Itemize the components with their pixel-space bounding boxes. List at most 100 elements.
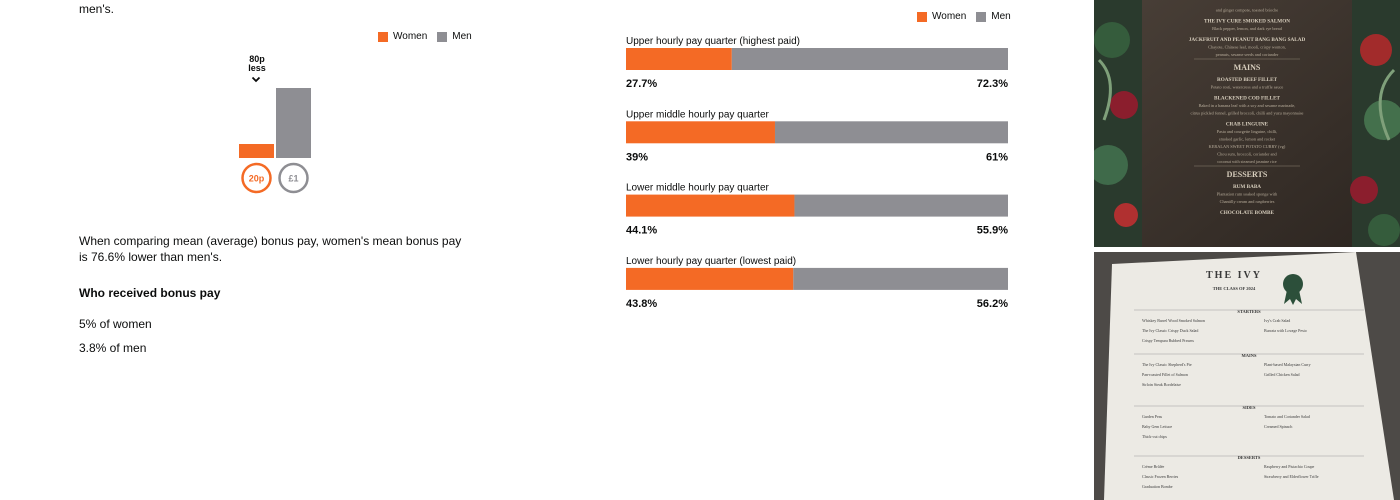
menu-line: JACKFRUIT AND PEANUT BANG BANG SALAD — [1189, 37, 1306, 43]
pay-value-circle — [278, 162, 309, 194]
menu-line: CRAB LINGUINE — [1226, 122, 1269, 128]
menu-line: smoked garlic, lemon and rocket — [1219, 137, 1276, 143]
chevron-down-icon — [251, 76, 261, 83]
pay-value-label: 20p — [249, 174, 265, 184]
floral-decoration-right — [1350, 0, 1400, 247]
menu-line: ROASTED BEEF FILLET — [1217, 77, 1278, 83]
pay-quarter-row: Upper hourly pay quarter (highest paid) 2… — [626, 36, 1008, 90]
women-share-label: 43.8% — [626, 298, 657, 310]
menu-section-heading: SIDES — [1242, 405, 1256, 410]
menu-item: Grilled Chicken Salad — [1264, 372, 1300, 377]
menu-line: Potato rosti, watercress and a truffle s… — [1211, 85, 1284, 91]
menu-item: Classic Frozen Berries — [1142, 474, 1179, 479]
rosette-icon — [1283, 274, 1303, 305]
ivy-menu-subtitle: THE CLASS OF 2024 — [1213, 286, 1256, 291]
menu-line: Chantilly cream and raspberries — [1220, 199, 1275, 204]
menu-item: Pan-roasted Fillet of Salmon — [1142, 372, 1188, 377]
pay-quarters-chart: Upper hourly pay quarter (highest paid) 2… — [626, 36, 1008, 310]
legend-women-swatch — [917, 11, 927, 22]
pay-gap-text-tail: men's. — [79, 2, 114, 16]
menu-item: Garden Peas — [1142, 414, 1163, 419]
menu-line: Plantation rum soaked sponge with — [1217, 192, 1278, 197]
women-share-label: 39% — [626, 151, 648, 163]
menu-item: The Ivy Classic Crispy Duck Salad — [1142, 328, 1198, 333]
men-share-label: 55.9% — [977, 225, 1008, 237]
menu-line: Black pepper, lemon, and dark rye bread — [1212, 26, 1283, 32]
menu-item: Whiskey Barrel Wood Smoked Salmon — [1142, 318, 1205, 323]
menu-line: Chayote, Chinese leaf, mooli, crispy won… — [1208, 45, 1286, 51]
legend-men-label: Men — [452, 31, 472, 42]
bonus-heading: Who received bonus pay — [79, 286, 221, 300]
pay-value-circle — [241, 162, 272, 194]
pay-quarter-row: Lower hourly pay quarter (lowest paid) 43… — [626, 256, 1008, 310]
menu-item: Strawberry and Elderflower Trifle — [1264, 474, 1319, 479]
menu-item: The Ivy Classic Shepherd's Pie — [1142, 362, 1192, 367]
women-share-label: 44.1% — [626, 225, 657, 237]
menu-item: Creamed Spinach — [1264, 424, 1292, 429]
menu-section-heading: DESSERTS — [1227, 170, 1268, 179]
menu-item: Burrata with Lovage Pesto — [1264, 328, 1307, 333]
pay-quarter-label: Lower hourly pay quarter (lowest paid) — [626, 256, 796, 267]
menu-line: THE IVY CURE SMOKED SALMON — [1204, 19, 1290, 25]
menu-item: Crispy Tempura Rubbed Prawns — [1142, 338, 1194, 343]
mean-pay-chart: 80p less 20p £1 — [239, 54, 311, 194]
menu-section-heading: MAINS — [1241, 353, 1256, 358]
men-share-bar — [793, 267, 1008, 290]
menu-section-heading: DESSERTS — [1238, 455, 1261, 460]
quartile-legend: Women Men — [917, 11, 1011, 22]
menu-line: Chou sum, broccoli, coriander and — [1217, 152, 1277, 158]
menu-item: Plant-based Malaysian Curry — [1264, 362, 1311, 367]
legend-women-swatch — [378, 31, 388, 42]
women-share-bar — [626, 194, 795, 217]
men-share-bar — [731, 48, 1008, 70]
menu-section-heading: STARTERS — [1237, 309, 1261, 314]
men-bonus-stat: 3.8% of men — [79, 341, 147, 355]
pay-quarter-label: Upper hourly pay quarter (highest paid) — [626, 36, 800, 47]
menu-line: RUM BABA — [1233, 184, 1261, 190]
menu-line: BLACKENED COD FILLET — [1214, 96, 1281, 102]
men-share-label: 72.3% — [977, 78, 1008, 90]
menu-item: Tomato and Coriander Salad — [1264, 414, 1310, 419]
menu-line: and ginger compote, toasted brioche — [1216, 8, 1278, 14]
restaurant-menu-photo: and ginger compote, toasted brioche THE I… — [1094, 0, 1400, 247]
menu-line: citrus pickled fennel, grilled broccoli,… — [1191, 111, 1304, 117]
women-share-bar — [626, 267, 794, 290]
pay-quarter-label: Upper middle hourly pay quarter — [626, 109, 770, 120]
menu-card — [1104, 252, 1394, 500]
legend-women-label: Women — [932, 11, 967, 22]
legend-women-label: Women — [393, 31, 428, 42]
gap-annotation-line2: less — [248, 63, 266, 73]
menu-item: Baby Gem Lettuce — [1142, 424, 1172, 429]
men-share-bar — [774, 121, 1008, 144]
menu-item: Ivy's Crab Salad — [1264, 318, 1290, 323]
menu-section-heading: MAINS — [1234, 63, 1261, 72]
legend-men-label: Men — [991, 11, 1011, 22]
floral-decoration-left — [1094, 0, 1142, 247]
menu-line: coconut with steamed jasmine rice — [1217, 159, 1277, 164]
men-share-label: 56.2% — [977, 298, 1008, 310]
menu-line: peanuts, sesame seeds and coriander — [1216, 52, 1279, 58]
pay-quarter-row: Lower middle hourly pay quarter 44.1% 55.9… — [626, 183, 1008, 237]
bonus-comparison-text: When comparing mean (average) bonus pay,… — [79, 234, 462, 264]
ivy-menu-photo: THE IVY THE CLASS OF 2024 STARTERS Whiskey … — [1094, 252, 1400, 500]
mean-pay-bar-women — [239, 144, 274, 158]
pay-value-label: £1 — [288, 174, 298, 184]
menu-line: KERALAN SWEET POTATO CURRY (vg) — [1209, 144, 1286, 149]
menu-item: Graduation Bombe — [1142, 484, 1173, 489]
women-share-bar — [626, 48, 732, 70]
menu-item: Thick-cut chips — [1142, 434, 1167, 439]
legend-men-swatch — [437, 31, 448, 42]
men-share-label: 61% — [986, 151, 1008, 163]
pay-quarter-row: Upper middle hourly pay quarter 39% 61% — [626, 109, 1008, 163]
pay-quarter-label: Lower middle hourly pay quarter — [626, 183, 770, 194]
menu-item: Crème Brûlée — [1142, 464, 1165, 469]
menu-item: Sirloin Steak Bordelaise — [1142, 382, 1181, 387]
menu-line: Baked in a banana leaf with a soy and se… — [1199, 103, 1296, 109]
menu-item: Raspberry and Pistachio Coupe — [1264, 464, 1315, 469]
women-share-label: 27.7% — [626, 78, 657, 90]
mean-pay-legend: Women Men — [378, 31, 482, 42]
women-share-bar — [626, 121, 775, 144]
ivy-menu-title: THE IVY — [1206, 270, 1262, 281]
mean-pay-bar-men — [276, 88, 311, 158]
women-bonus-stat: 5% of women — [79, 317, 152, 331]
